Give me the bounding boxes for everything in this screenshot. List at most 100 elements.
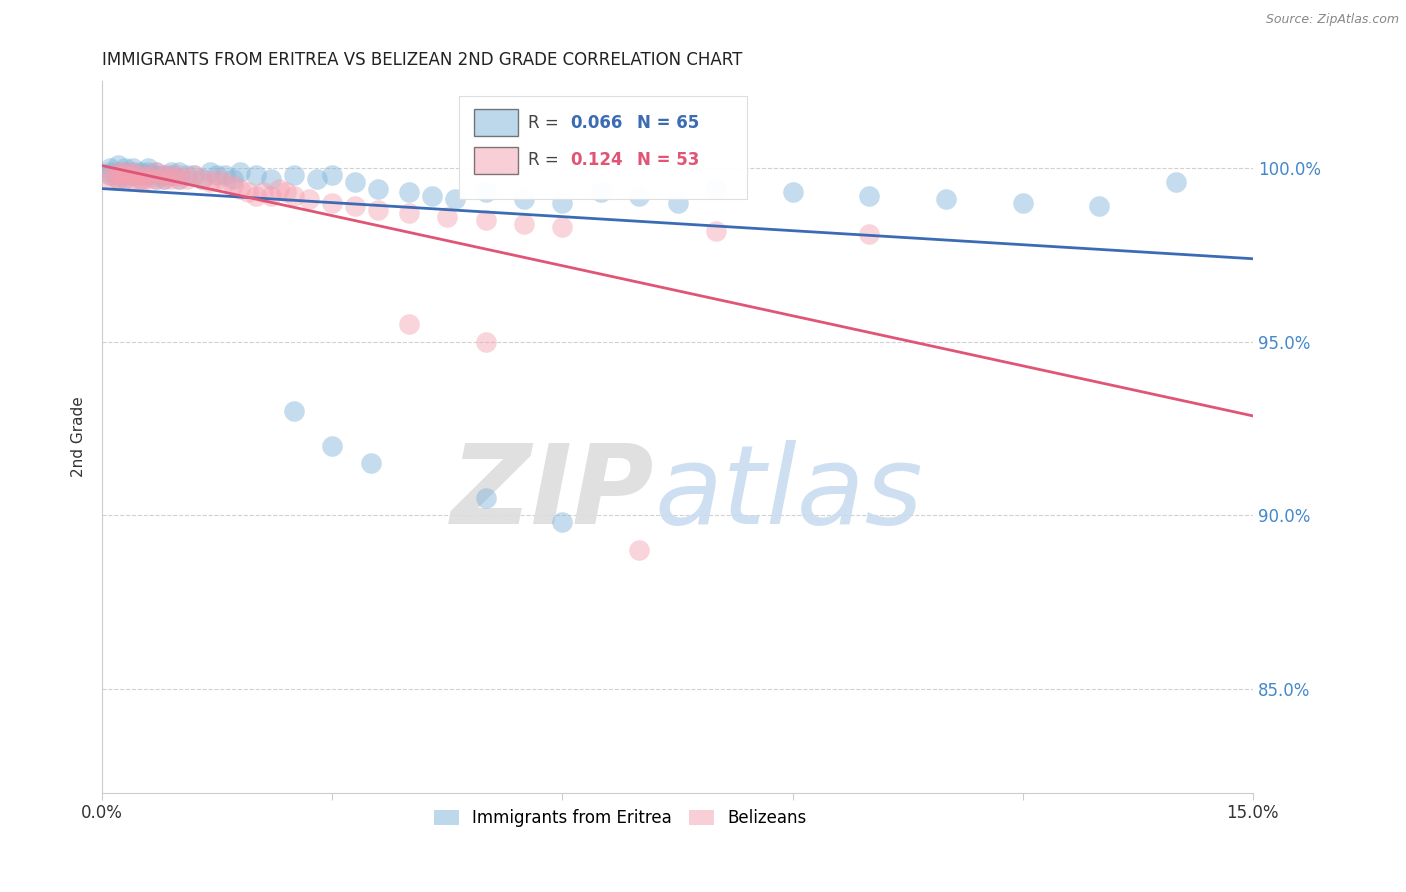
Point [167,164,190,178]
Point [160,164,183,178]
Text: N = 53: N = 53 [637,152,700,169]
Point [236,186,259,200]
Point [551,195,574,210]
Point [344,199,367,213]
FancyBboxPatch shape [474,109,517,136]
Point [107,171,129,186]
Point [136,168,159,182]
Point [136,168,159,182]
Point [1166,175,1188,189]
Point [114,161,136,175]
Point [321,168,343,182]
Point [129,175,152,189]
Point [107,158,129,172]
Point [152,168,174,182]
Point [122,168,145,182]
Point [107,164,129,178]
Point [513,192,536,206]
Point [1088,199,1111,213]
Point [935,192,957,206]
Point [191,171,214,186]
Point [129,168,152,182]
Point [122,161,145,175]
Point [628,542,651,557]
Point [183,168,205,182]
Point [589,186,612,200]
Point [183,168,205,182]
Point [260,189,283,203]
Point [858,227,880,241]
Point [551,220,574,235]
Point [176,168,198,182]
Point [420,189,443,203]
Text: N = 65: N = 65 [637,114,700,132]
Point [114,168,136,182]
Point [344,175,367,189]
Point [321,439,343,453]
Point [114,164,136,178]
Point [98,164,121,178]
Point [245,189,267,203]
Point [145,171,167,186]
Point [704,182,727,196]
Point [160,168,183,182]
Point [444,192,467,206]
Point [160,171,183,186]
Point [858,189,880,203]
Point [129,168,152,182]
Point [628,189,651,203]
Point [229,164,252,178]
Point [191,171,214,186]
Point [283,168,305,182]
Point [245,168,267,182]
Point [704,223,727,237]
Point [221,178,243,193]
Point [145,164,167,178]
Point [198,175,221,189]
Point [107,171,129,186]
Text: IMMIGRANTS FROM ERITREA VS BELIZEAN 2ND GRADE CORRELATION CHART: IMMIGRANTS FROM ERITREA VS BELIZEAN 2ND … [103,51,742,69]
Point [114,164,136,178]
Point [122,168,145,182]
Point [221,171,243,186]
Point [145,171,167,186]
FancyBboxPatch shape [458,95,747,199]
Point [305,171,328,186]
Point [122,171,145,186]
Point [398,186,420,200]
Point [207,168,229,182]
Point [160,168,183,182]
Point [129,171,152,186]
Point [276,186,298,200]
Point [782,186,804,200]
Point [283,189,305,203]
Point [260,171,283,186]
Point [167,168,190,182]
Point [229,182,252,196]
Point [129,171,152,186]
Text: R =: R = [527,114,564,132]
Point [1011,195,1033,210]
Text: 0.066: 0.066 [571,114,623,132]
Point [367,202,389,217]
Point [267,182,290,196]
Point [136,164,159,178]
Point [298,192,321,206]
Point [167,171,190,186]
Text: atlas: atlas [655,441,924,548]
Point [107,168,129,182]
Point [176,171,198,186]
FancyBboxPatch shape [474,147,517,174]
Point [283,404,305,418]
Point [252,186,274,200]
Point [474,491,496,505]
Point [107,168,129,182]
Point [145,168,167,182]
Text: Source: ZipAtlas.com: Source: ZipAtlas.com [1265,13,1399,27]
Point [360,456,382,470]
Point [474,186,496,200]
Point [474,213,496,227]
Point [152,171,174,186]
Point [666,195,689,210]
Point [98,171,121,186]
